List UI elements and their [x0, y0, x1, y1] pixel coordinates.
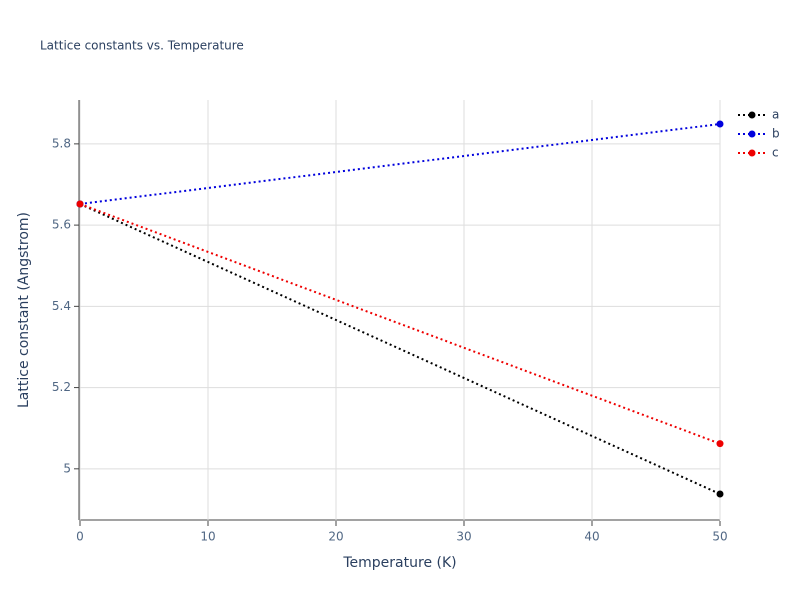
legend-label: c — [772, 146, 779, 160]
x-axis-label: Temperature (K) — [342, 555, 456, 571]
y-tick-label: 5 — [63, 461, 71, 475]
data-point — [716, 440, 724, 448]
data-point — [76, 200, 84, 208]
data-point — [716, 490, 724, 498]
y-axis-label: Lattice constant (Angstrom) — [16, 212, 32, 408]
series-line — [79, 203, 721, 445]
x-tick-label: 50 — [712, 530, 727, 544]
x-tick-label: 10 — [200, 530, 215, 544]
chart-title: Lattice constants vs. Temperature — [40, 39, 244, 53]
x-tick-label: 40 — [584, 530, 599, 544]
x-tick-label: 0 — [76, 530, 84, 544]
y-tick-label: 5.6 — [52, 218, 71, 232]
legend-label: b — [772, 127, 780, 141]
legend-marker — [748, 111, 756, 119]
y-tick-label: 5.2 — [52, 380, 71, 394]
legend-label: a — [772, 108, 779, 122]
series-line — [79, 122, 721, 205]
x-tick-label: 20 — [328, 530, 343, 544]
y-tick-label: 5.8 — [52, 136, 71, 150]
legend-marker — [748, 130, 756, 138]
data-point — [716, 120, 724, 128]
series-line — [79, 203, 721, 495]
y-tick-label: 5.4 — [52, 299, 71, 313]
legend-marker — [748, 149, 756, 157]
x-tick-label: 30 — [456, 530, 471, 544]
